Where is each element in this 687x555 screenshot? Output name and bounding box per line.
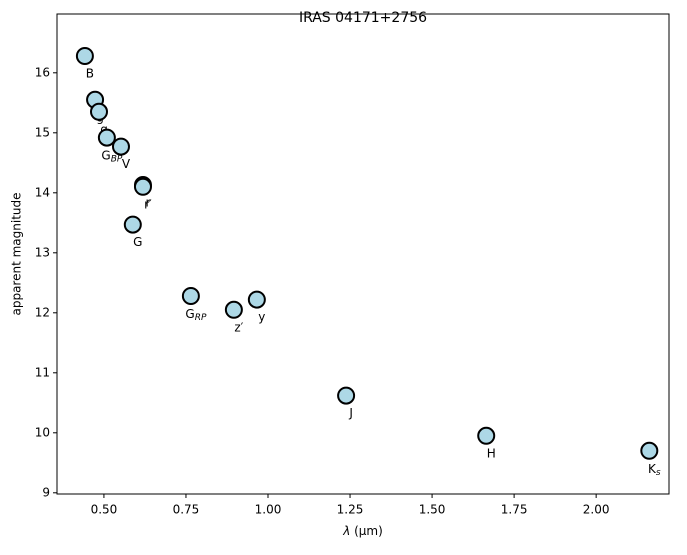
point-label-sub: s [656, 467, 661, 477]
y-tick-label: 12 [35, 305, 50, 319]
x-axis-unit: (μm) [350, 524, 383, 538]
y-tick-label: 15 [35, 125, 50, 139]
point [90, 102, 109, 121]
point-label: H [487, 446, 496, 460]
point [640, 441, 659, 460]
point [477, 426, 496, 445]
point-label: B [86, 67, 94, 81]
y-tick-label: 14 [35, 185, 50, 199]
point [337, 386, 356, 405]
x-axis-symbol: λ [342, 524, 350, 538]
point-label-sub: RP [195, 313, 207, 323]
point [224, 300, 243, 319]
point [97, 128, 116, 147]
point-label: GBP [101, 148, 122, 164]
point-label: y [258, 310, 265, 324]
x-tick-label: 2.00 [583, 503, 610, 517]
x-tick-label: 1.75 [501, 503, 528, 517]
point-label-base: G [101, 148, 110, 162]
y-axis-label: apparent magnitude [10, 192, 24, 315]
point-label: GRP [185, 307, 207, 323]
y-tick-label: 16 [35, 65, 50, 79]
chart-title: IRAS 04171+2756 [299, 10, 427, 26]
point [181, 287, 200, 305]
point-label: V [122, 157, 131, 171]
y-tick-label: 11 [35, 365, 50, 379]
point [133, 177, 152, 196]
point [123, 215, 142, 234]
point-label: G [133, 235, 142, 249]
x-tick-label: 0.75 [173, 503, 200, 517]
plot-frame [56, 13, 670, 495]
x-tick-label: 0.50 [91, 503, 118, 517]
x-tick-label: 1.00 [255, 503, 282, 517]
point [75, 47, 94, 65]
point-label-base: G [185, 307, 194, 321]
x-tick-label: 1.50 [419, 503, 446, 517]
point-label: r′ [144, 197, 152, 211]
point-label-sub: BP [111, 154, 123, 164]
point [247, 290, 266, 309]
y-tick-label: 10 [35, 425, 50, 439]
y-tick-label: 9 [42, 485, 50, 499]
point-label: J [348, 406, 353, 420]
x-axis-label: λ (μm) [342, 524, 383, 538]
point-label-base: K [648, 461, 657, 475]
y-tick-label: 13 [35, 245, 50, 259]
point-label: r [146, 196, 151, 210]
x-tick-label: 1.25 [337, 503, 364, 517]
point [111, 137, 130, 156]
point-label: z′ [234, 320, 243, 334]
point-label: Ks [648, 461, 661, 477]
